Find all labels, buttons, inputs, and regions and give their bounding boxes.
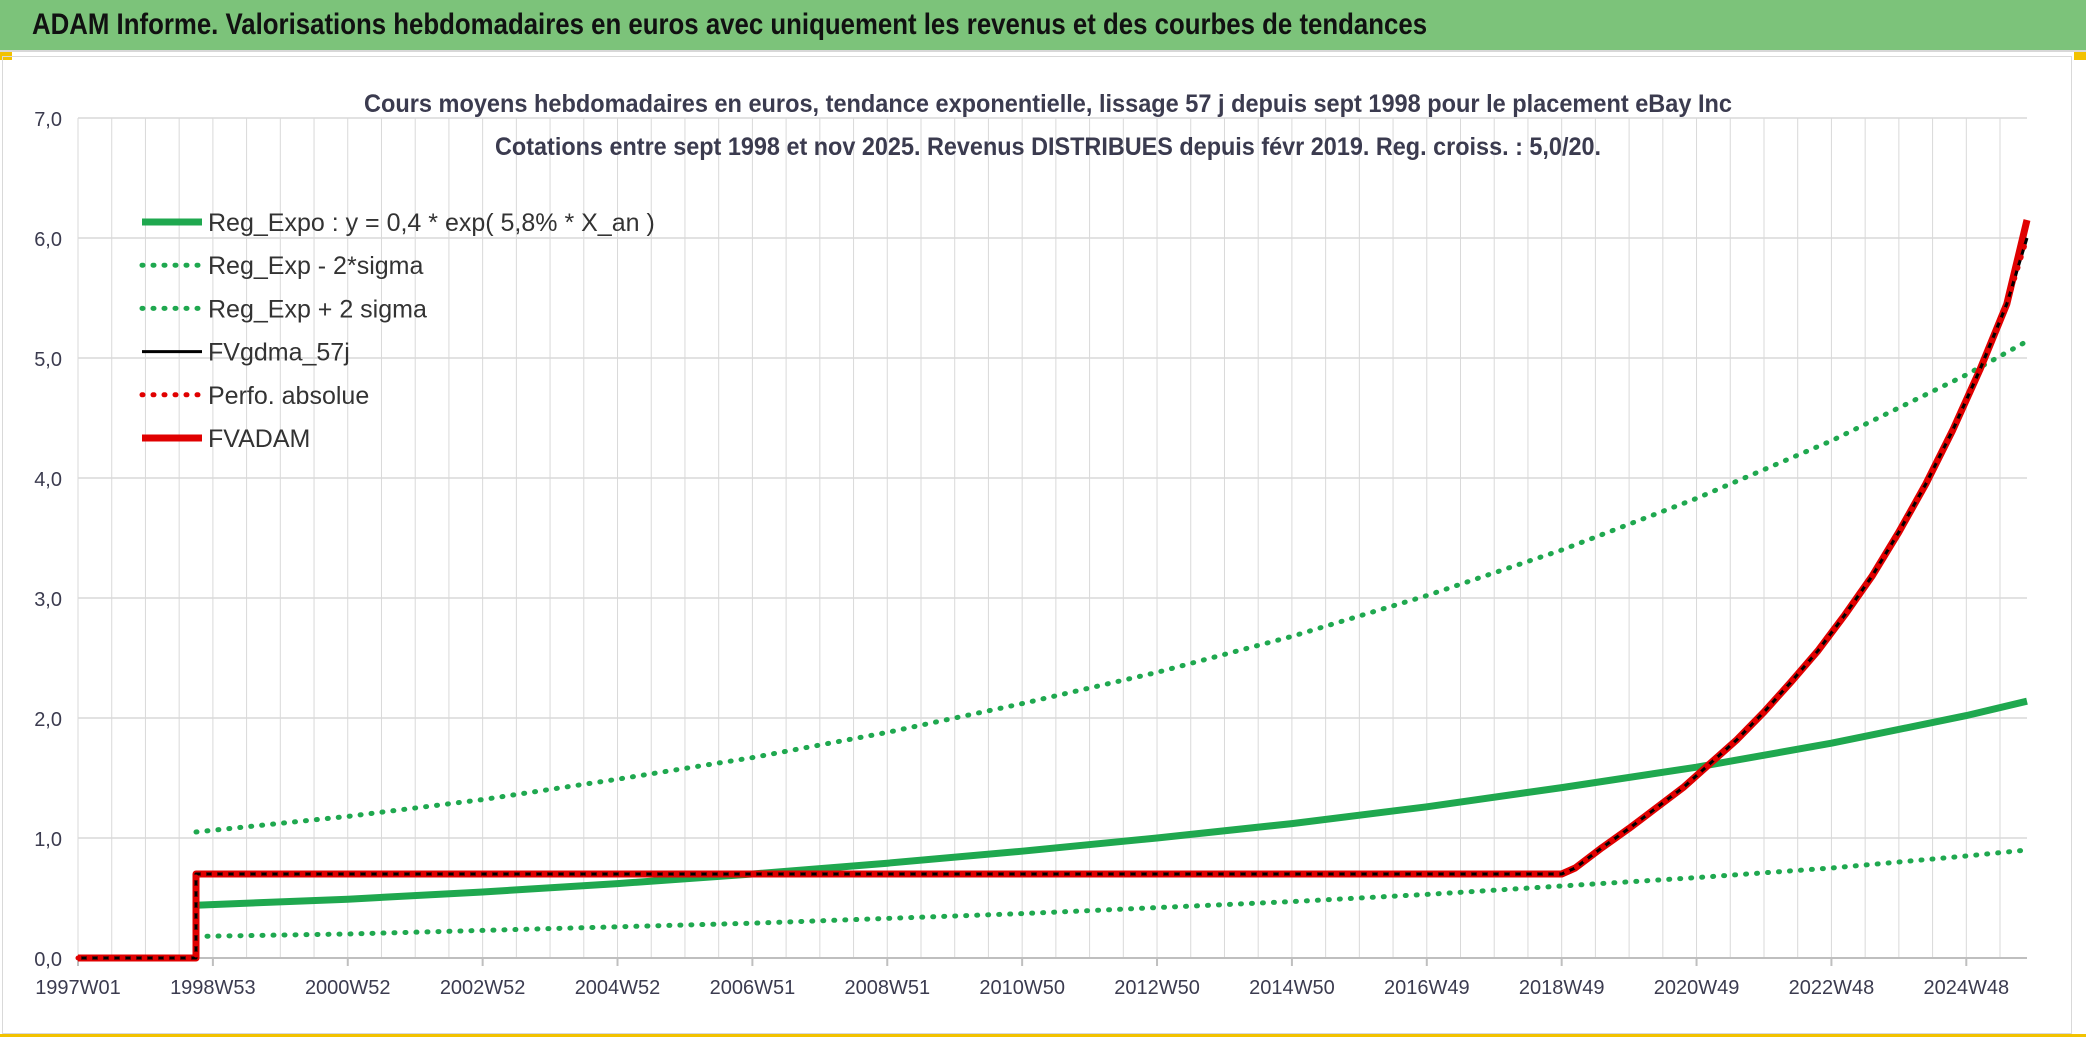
- y-tick-label: 7,0: [34, 109, 62, 131]
- y-tick-label: 6,0: [34, 229, 62, 251]
- series-line-3: [193, 338, 2030, 835]
- x-tick-label: 2024W48: [1923, 977, 2009, 999]
- x-tick-label: 2012W50: [1114, 977, 1200, 999]
- header-bar: ADAM Informe. Valorisations hebdomadaire…: [0, 0, 2086, 52]
- chart-subtitle: Cotations entre sept 1998 et nov 2025. R…: [495, 133, 1601, 161]
- y-tick-label: 3,0: [34, 589, 62, 611]
- x-tick-label: 2022W48: [1789, 977, 1875, 999]
- x-tick-label: 2020W49: [1654, 977, 1740, 999]
- legend-label: Perfo. absolue: [208, 382, 369, 410]
- y-tick-label: 1,0: [34, 829, 62, 851]
- corner-marker-right: [2074, 52, 2086, 60]
- page-title: ADAM Informe. Valorisations hebdomadaire…: [32, 8, 1428, 41]
- y-tick-label: 4,0: [34, 469, 62, 491]
- chart-title: Cours moyens hebdomadaires en euros, ten…: [364, 90, 1732, 118]
- bottom-border: [0, 1034, 2086, 1037]
- x-tick-label: 2006W51: [710, 977, 796, 999]
- x-tick-label: 1998W53: [170, 977, 256, 999]
- legend-label: FVgdma_57j: [208, 339, 350, 367]
- x-tick-label: 2004W52: [575, 977, 661, 999]
- x-tick-label: 1997W01: [35, 977, 121, 999]
- y-tick-label: 2,0: [34, 709, 62, 731]
- x-tick-label: 2000W52: [305, 977, 391, 999]
- x-tick-label: 2008W51: [844, 977, 930, 999]
- legend-label: FVADAM: [208, 425, 310, 453]
- x-tick-label: 2002W52: [440, 977, 526, 999]
- chart-frame: [2, 56, 2072, 1034]
- legend-label: Reg_Exp - 2*sigma: [208, 252, 423, 280]
- y-tick-label: 5,0: [34, 349, 62, 371]
- y-tick-label: 0,0: [34, 949, 62, 971]
- series-line-2: [193, 847, 2030, 939]
- legend-label: Reg_Exp + 2 sigma: [208, 295, 427, 323]
- legend-label: Reg_Expo : y = 0,4 * exp( 5,8% * X_an ): [208, 209, 655, 237]
- x-tick-label: 2016W49: [1384, 977, 1470, 999]
- x-tick-label: 2010W50: [979, 977, 1065, 999]
- x-tick-label: 2018W49: [1519, 977, 1605, 999]
- series-line-1: [195, 697, 2028, 909]
- series-line-5: [75, 235, 2030, 961]
- x-tick-label: 2014W50: [1249, 977, 1335, 999]
